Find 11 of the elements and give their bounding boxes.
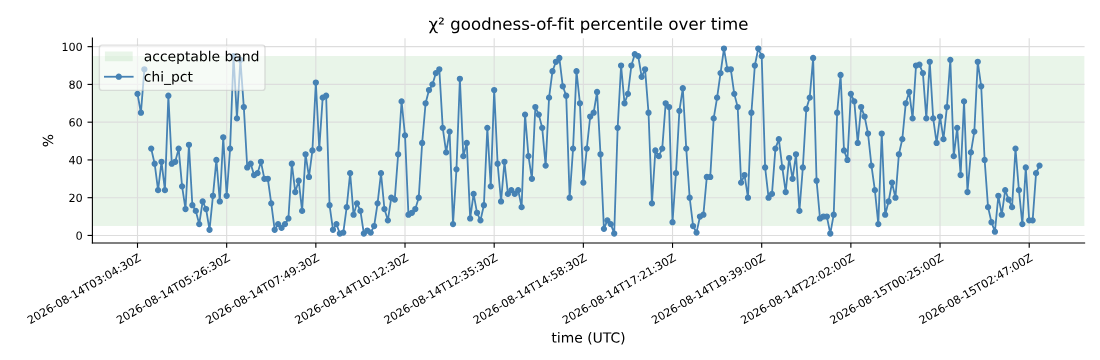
y-tick-label: 60 xyxy=(69,118,82,127)
y-tick-label: 80 xyxy=(69,80,82,89)
y-tick-label: 0 xyxy=(76,231,82,240)
y-tick-label: 20 xyxy=(69,193,82,203)
band-label: acceptable band xyxy=(144,50,259,65)
chart-title: χ² goodness-of-fit percentile over time xyxy=(429,17,748,34)
y-tick-label: 40 xyxy=(69,155,82,165)
x-axis-title: time (UTC) xyxy=(551,332,625,345)
legend-label: chi_pct xyxy=(144,71,193,85)
y-axis-title: % xyxy=(42,134,54,147)
y-tick-label: 100 xyxy=(62,42,82,52)
